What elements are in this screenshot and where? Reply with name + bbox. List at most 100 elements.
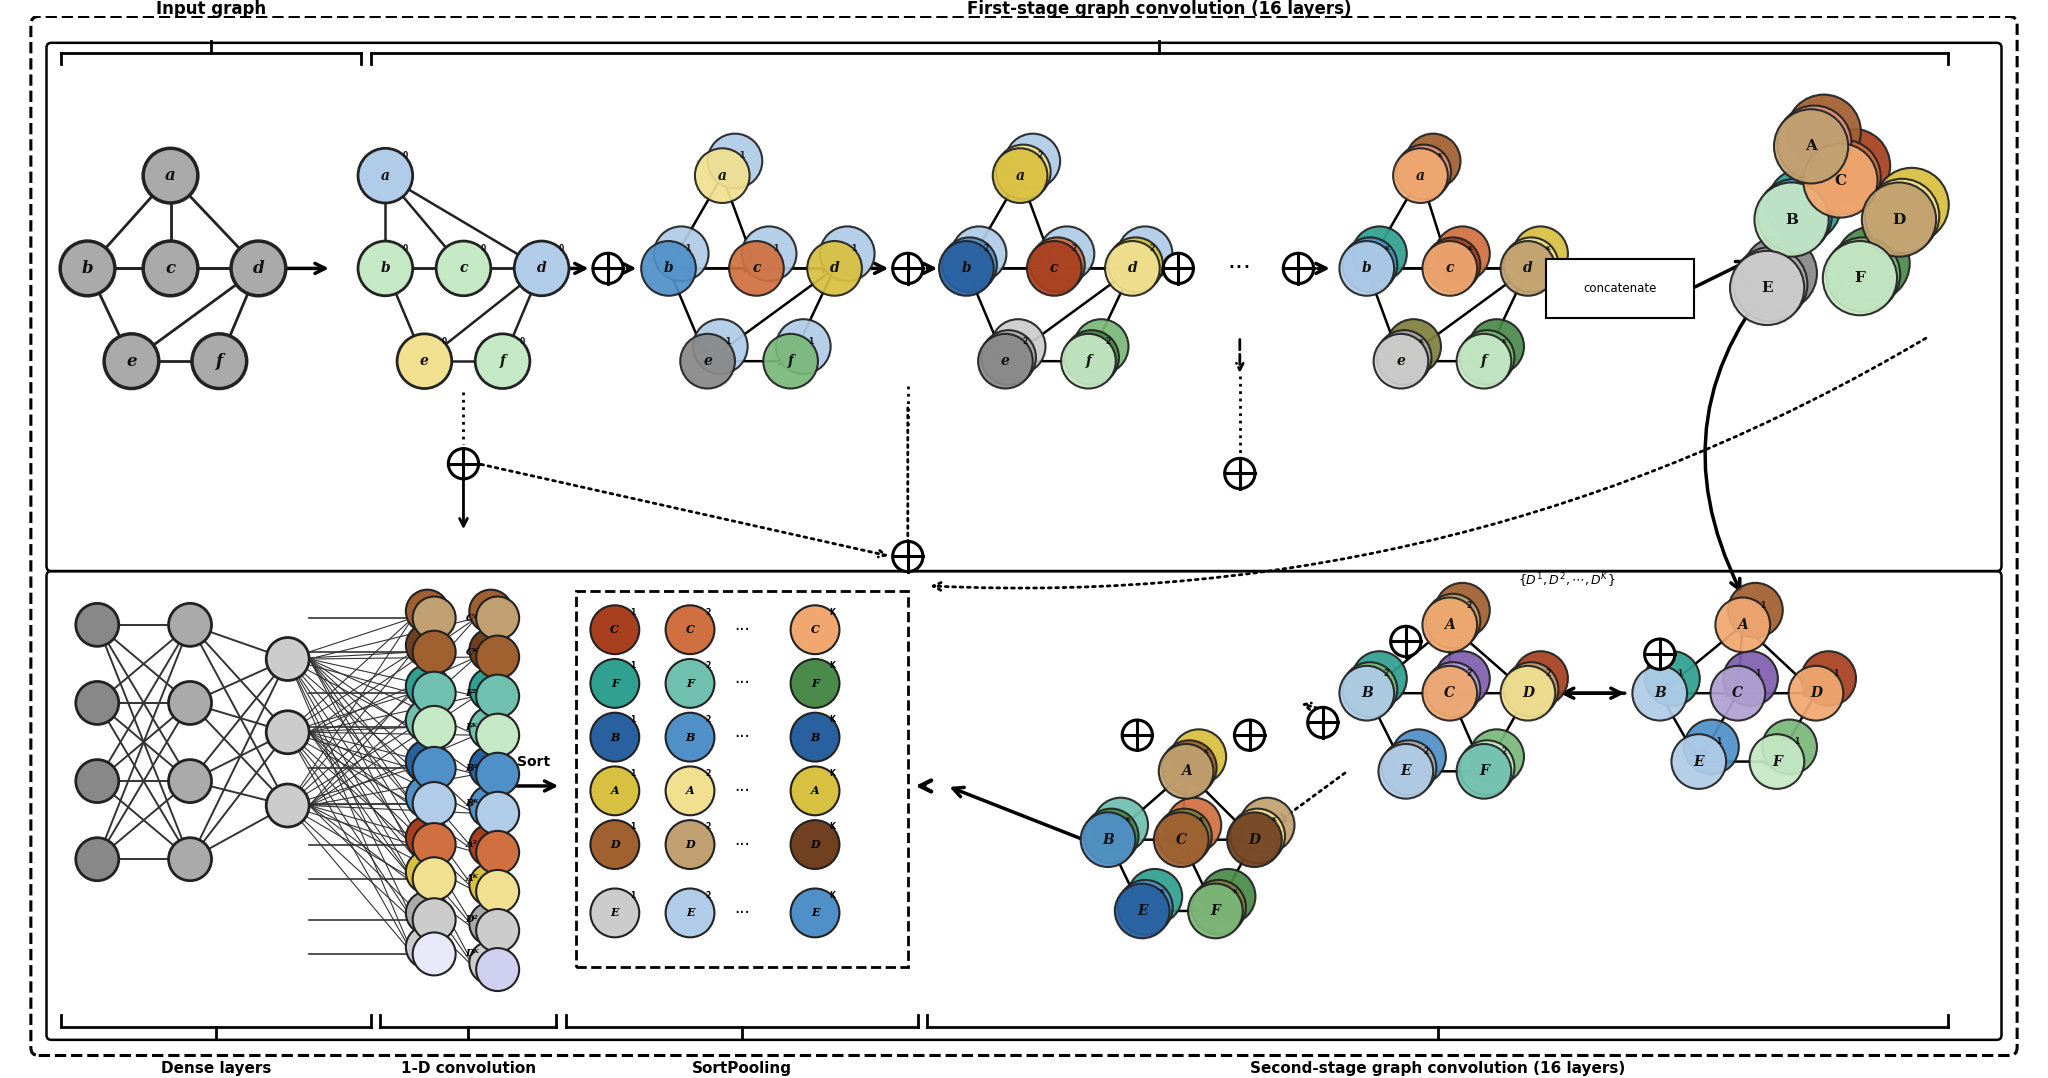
Circle shape [1806,140,1880,213]
Circle shape [406,775,449,818]
Circle shape [680,334,735,388]
Circle shape [406,741,449,783]
Text: F: F [1855,272,1866,286]
Circle shape [414,824,455,866]
Circle shape [168,838,211,881]
Text: A: A [811,786,819,797]
Text: a: a [166,167,176,184]
Text: a: a [1415,168,1425,182]
Circle shape [59,241,115,295]
Text: e: e [1397,355,1405,369]
Text: C: C [811,624,819,635]
Text: 1: 1 [739,151,745,161]
Text: 0: 0 [520,337,524,346]
Text: 2: 2 [1501,747,1505,756]
Circle shape [104,334,160,388]
Text: 2: 2 [983,245,989,253]
Circle shape [1106,241,1159,295]
Circle shape [1683,719,1739,774]
Circle shape [1163,253,1194,284]
Circle shape [414,631,455,674]
Text: A: A [1737,618,1749,632]
Text: B: B [1655,687,1665,701]
Text: f: f [500,355,506,369]
Circle shape [653,226,709,281]
Circle shape [358,241,414,295]
Text: e: e [1001,355,1010,369]
Circle shape [406,851,449,894]
Circle shape [1513,651,1569,706]
Text: d: d [1524,261,1532,275]
Circle shape [1378,744,1434,799]
Text: b: b [1362,261,1372,275]
Text: ···: ··· [1229,257,1251,280]
Circle shape [1352,226,1407,281]
Circle shape [469,707,512,750]
Text: 1: 1 [631,890,635,900]
Text: SortPooling: SortPooling [692,1062,793,1076]
Circle shape [791,888,840,938]
Circle shape [1716,597,1769,652]
Text: C: C [1733,687,1743,701]
Text: 1: 1 [774,245,778,253]
Text: F: F [610,678,618,689]
Circle shape [1118,226,1171,281]
Circle shape [477,752,518,796]
Circle shape [1343,237,1397,292]
Circle shape [76,604,119,647]
Text: K: K [1466,246,1473,251]
Circle shape [1352,651,1407,706]
Text: C: C [1835,174,1847,188]
Circle shape [1423,666,1477,720]
Text: A²: A² [465,840,477,849]
Circle shape [1460,741,1513,794]
Text: E: E [1137,904,1147,918]
Text: K: K [829,769,836,777]
Text: a: a [717,168,727,182]
Text: B²: B² [465,764,477,773]
Circle shape [590,606,639,654]
Text: Cᴷ: Cᴷ [465,648,479,657]
Circle shape [1393,149,1448,203]
Circle shape [979,334,1032,388]
Text: K: K [1384,246,1389,251]
Circle shape [1827,237,1901,312]
Circle shape [1227,813,1282,867]
Text: c: c [1051,261,1059,275]
Circle shape [193,334,246,388]
Circle shape [358,149,414,203]
Text: K: K [829,890,836,900]
Circle shape [1503,662,1559,717]
Text: Dense layers: Dense layers [160,1062,270,1076]
Circle shape [666,659,715,708]
Circle shape [1645,639,1675,669]
Circle shape [741,226,797,281]
Circle shape [514,241,569,295]
Circle shape [1065,330,1118,385]
Text: Input graph: Input graph [156,0,266,18]
Circle shape [414,932,455,976]
Circle shape [1710,666,1765,720]
Circle shape [1386,319,1442,374]
Text: 1: 1 [1794,737,1800,746]
Circle shape [1862,182,1935,257]
Text: K: K [1417,338,1423,344]
Circle shape [590,766,639,815]
Text: 2: 2 [705,715,711,724]
Circle shape [1239,798,1294,853]
Circle shape [266,784,309,827]
Circle shape [406,926,449,968]
Text: ···: ··· [733,782,750,800]
Text: e: e [702,355,713,369]
Circle shape [1114,884,1169,938]
Circle shape [414,782,455,825]
Text: K: K [829,661,836,671]
Circle shape [1006,134,1061,189]
Text: f: f [1085,355,1092,369]
Text: 2: 2 [1022,337,1028,346]
Circle shape [1339,666,1395,720]
Text: 1: 1 [631,715,635,724]
Text: 2: 2 [1106,337,1110,346]
Circle shape [791,659,840,708]
Circle shape [406,699,449,742]
